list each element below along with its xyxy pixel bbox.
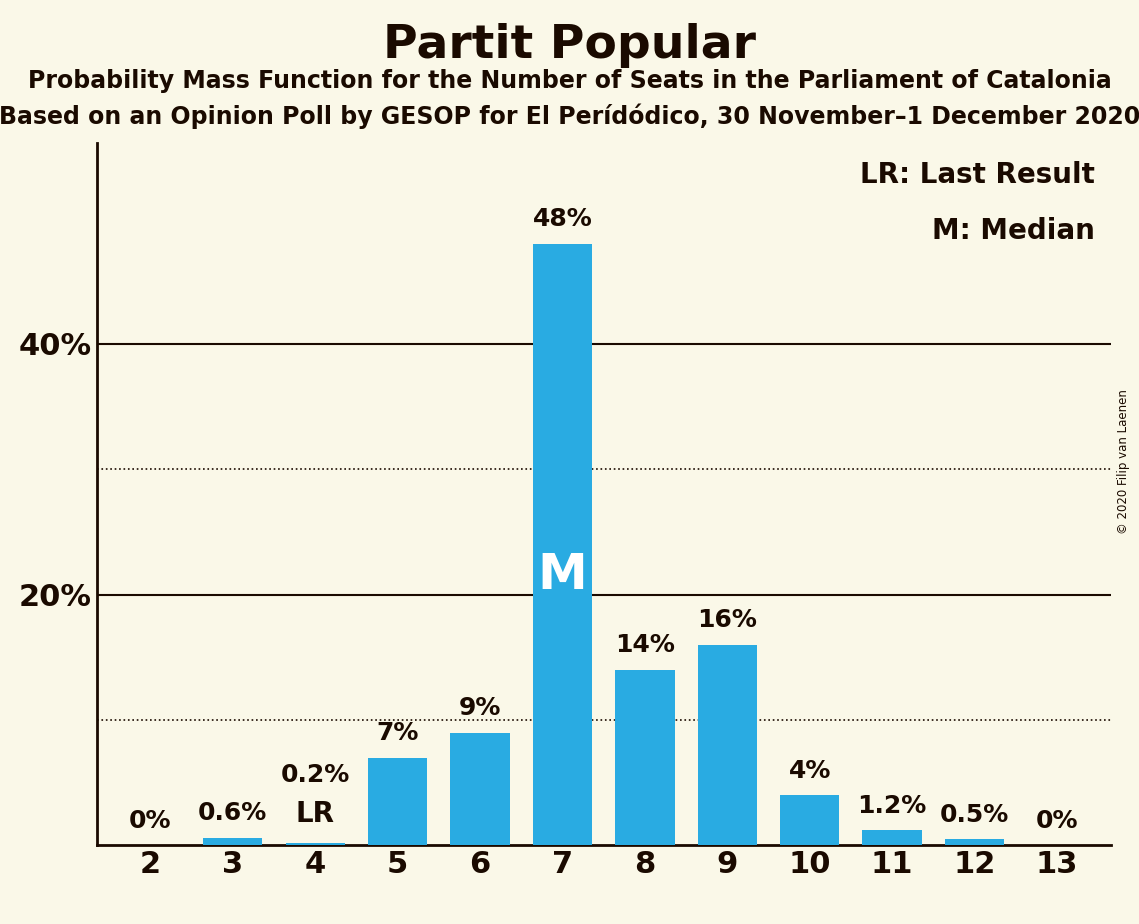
Text: 0.2%: 0.2%	[280, 762, 350, 786]
Text: 14%: 14%	[615, 633, 674, 657]
Text: LR: Last Result: LR: Last Result	[860, 161, 1096, 188]
Text: 0.6%: 0.6%	[198, 801, 268, 825]
Bar	[862, 831, 921, 845]
Bar	[203, 838, 262, 845]
Bar	[780, 796, 839, 845]
Text: Probability Mass Function for the Number of Seats in the Parliament of Catalonia: Probability Mass Function for the Number…	[27, 69, 1112, 93]
Bar	[615, 670, 674, 845]
Bar	[945, 839, 1005, 845]
Bar	[286, 843, 345, 845]
Text: 0.5%: 0.5%	[940, 803, 1009, 827]
Text: LR: LR	[296, 800, 335, 828]
Bar	[533, 244, 592, 845]
Text: M: M	[538, 551, 588, 599]
Text: 7%: 7%	[377, 721, 419, 745]
Text: M: Median: M: Median	[933, 217, 1096, 245]
Text: 48%: 48%	[533, 207, 592, 231]
Text: 4%: 4%	[788, 759, 830, 783]
Text: 9%: 9%	[459, 696, 501, 720]
Text: 0%: 0%	[1035, 808, 1079, 833]
Bar	[368, 758, 427, 845]
Bar	[697, 645, 757, 845]
Text: 0%: 0%	[129, 808, 172, 833]
Text: 1.2%: 1.2%	[858, 794, 927, 818]
Bar	[450, 733, 510, 845]
Text: Based on an Opinion Poll by GESOP for El Perídódico, 30 November–1 December 2020: Based on an Opinion Poll by GESOP for El…	[0, 103, 1139, 129]
Text: © 2020 Filip van Laenen: © 2020 Filip van Laenen	[1117, 390, 1130, 534]
Text: 16%: 16%	[697, 608, 757, 632]
Text: Partit Popular: Partit Popular	[383, 23, 756, 68]
